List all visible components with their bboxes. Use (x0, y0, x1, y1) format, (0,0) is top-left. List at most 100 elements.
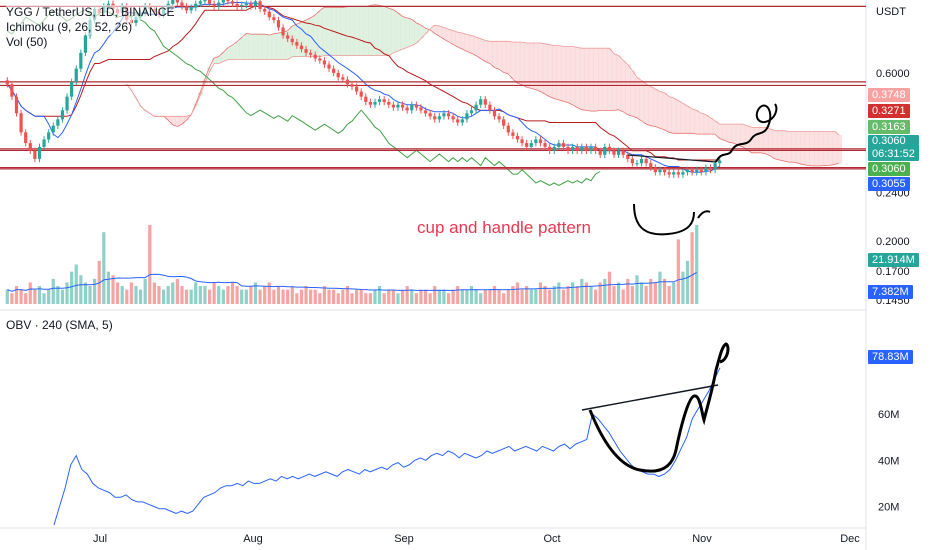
volume-bar (479, 293, 483, 304)
volume-bar (603, 278, 607, 304)
volume-bar (281, 289, 285, 304)
candle-body (419, 107, 423, 111)
volume-bar (332, 289, 336, 304)
ichimoku-cloud-segment (625, 64, 631, 115)
candle-body (207, 0, 212, 4)
ichimoku-cloud-segment (800, 131, 806, 165)
ichimoku-cloud-segment (446, 29, 452, 42)
volume-bar (502, 293, 506, 304)
candle-body (33, 150, 37, 159)
obv-label: OBV · 240 (SMA, 5) (6, 318, 113, 333)
candle-body (451, 116, 455, 120)
ichimoku-cloud-segment (758, 127, 764, 153)
candle-body (635, 163, 639, 165)
volume-bar (189, 289, 193, 304)
volume-bar (630, 286, 634, 304)
volume-bar (286, 289, 290, 304)
ichimoku-cloud-segment (510, 42, 516, 80)
candle-body (681, 172, 685, 175)
candle-body (456, 119, 460, 123)
volume-bar (410, 289, 414, 304)
volume-bar (28, 282, 32, 304)
volume-bar (405, 286, 409, 304)
volume-bar (336, 293, 340, 304)
ichimoku-cloud-segment (593, 48, 599, 112)
candle-body (240, 5, 244, 7)
candle-body (14, 96, 19, 114)
candle-body (47, 132, 51, 140)
ichimoku-kijun-line (6, 5, 720, 161)
candle-body (667, 172, 671, 175)
ichimoku-cloud-segment (285, 30, 291, 60)
candle-body (272, 17, 276, 21)
volume-bar (525, 286, 529, 304)
ichimoku-cloud-segment (469, 35, 475, 54)
ichimoku-cloud-segment (478, 38, 484, 59)
volume-bar (469, 286, 474, 304)
symbol-title: YGG / TetherUS, 1D, BINANCE (6, 5, 175, 20)
volume-bar (612, 286, 616, 304)
volume-bar (180, 286, 184, 304)
ichimoku-cloud-segment (450, 30, 456, 45)
candle-body (520, 139, 524, 144)
volume-bar (639, 282, 644, 304)
candle-body (295, 42, 299, 46)
ichimoku-cloud-segment (639, 80, 645, 121)
volume-bar (423, 289, 428, 304)
price-axis-unit: USDT (876, 6, 906, 18)
volume-bar (552, 286, 556, 304)
candle-body (589, 146, 593, 151)
chart-legend: YGG / TetherUS, 1D, BINANCE Ichimoku (9,… (6, 5, 175, 50)
volume-bar (364, 293, 368, 304)
candle-body (695, 169, 699, 173)
volume-bar (70, 271, 74, 304)
candle-body (437, 116, 441, 120)
candle-body (226, 0, 230, 2)
ichimoku-span-b (126, 24, 840, 136)
ichimoku-cloud-segment (299, 22, 305, 57)
ichimoku-cloud-segment (345, 6, 351, 56)
volume-bar (483, 289, 487, 304)
ichimoku-cloud-segment (574, 47, 581, 108)
ichimoku-cloud-segment (234, 41, 240, 60)
volume-bar (221, 289, 225, 304)
volume-bar (557, 282, 561, 304)
volume-label: Vol (50) (6, 35, 48, 50)
ichimoku-cloud-segment (501, 41, 507, 73)
candle-body (184, 6, 189, 11)
candle-body (230, 1, 235, 4)
candle-body (281, 27, 285, 36)
ichimoku-cloud-segment (175, 116, 181, 127)
candle-body (313, 54, 317, 59)
hand-drawn-cup-small (633, 203, 711, 236)
candle-body (502, 119, 506, 126)
volume-bar (318, 293, 322, 304)
ichimoku-cloud-segment (409, 19, 415, 46)
ichimoku-cloud-segment (473, 37, 479, 56)
candle-body (414, 104, 418, 108)
ichimoku-cloud-segment (717, 124, 723, 139)
volume-bar (240, 289, 244, 304)
ichimoku-cloud-segment (763, 127, 769, 154)
candle-body (276, 20, 281, 28)
volume-bar (492, 286, 497, 304)
volume-bar (47, 289, 51, 304)
ichimoku-cloud-segment (579, 48, 585, 110)
candle-body (658, 169, 662, 173)
ichimoku-cloud-segment (257, 34, 263, 60)
candle-body (561, 143, 566, 147)
volume-bar (102, 232, 106, 304)
volume-bar (433, 286, 437, 304)
ichimoku-cloud-segment (731, 124, 737, 144)
candle-body (258, 1, 262, 9)
ichimoku-cloud-segment (253, 34, 259, 60)
candle-body (19, 113, 23, 133)
candle-body (267, 11, 271, 18)
candle-body (290, 38, 294, 43)
candle-body (525, 143, 529, 147)
candle-body (630, 158, 634, 164)
ichimoku-cloud-segment (551, 45, 558, 99)
ichimoku-cloud-segment (634, 77, 640, 118)
candle-body (538, 139, 543, 144)
